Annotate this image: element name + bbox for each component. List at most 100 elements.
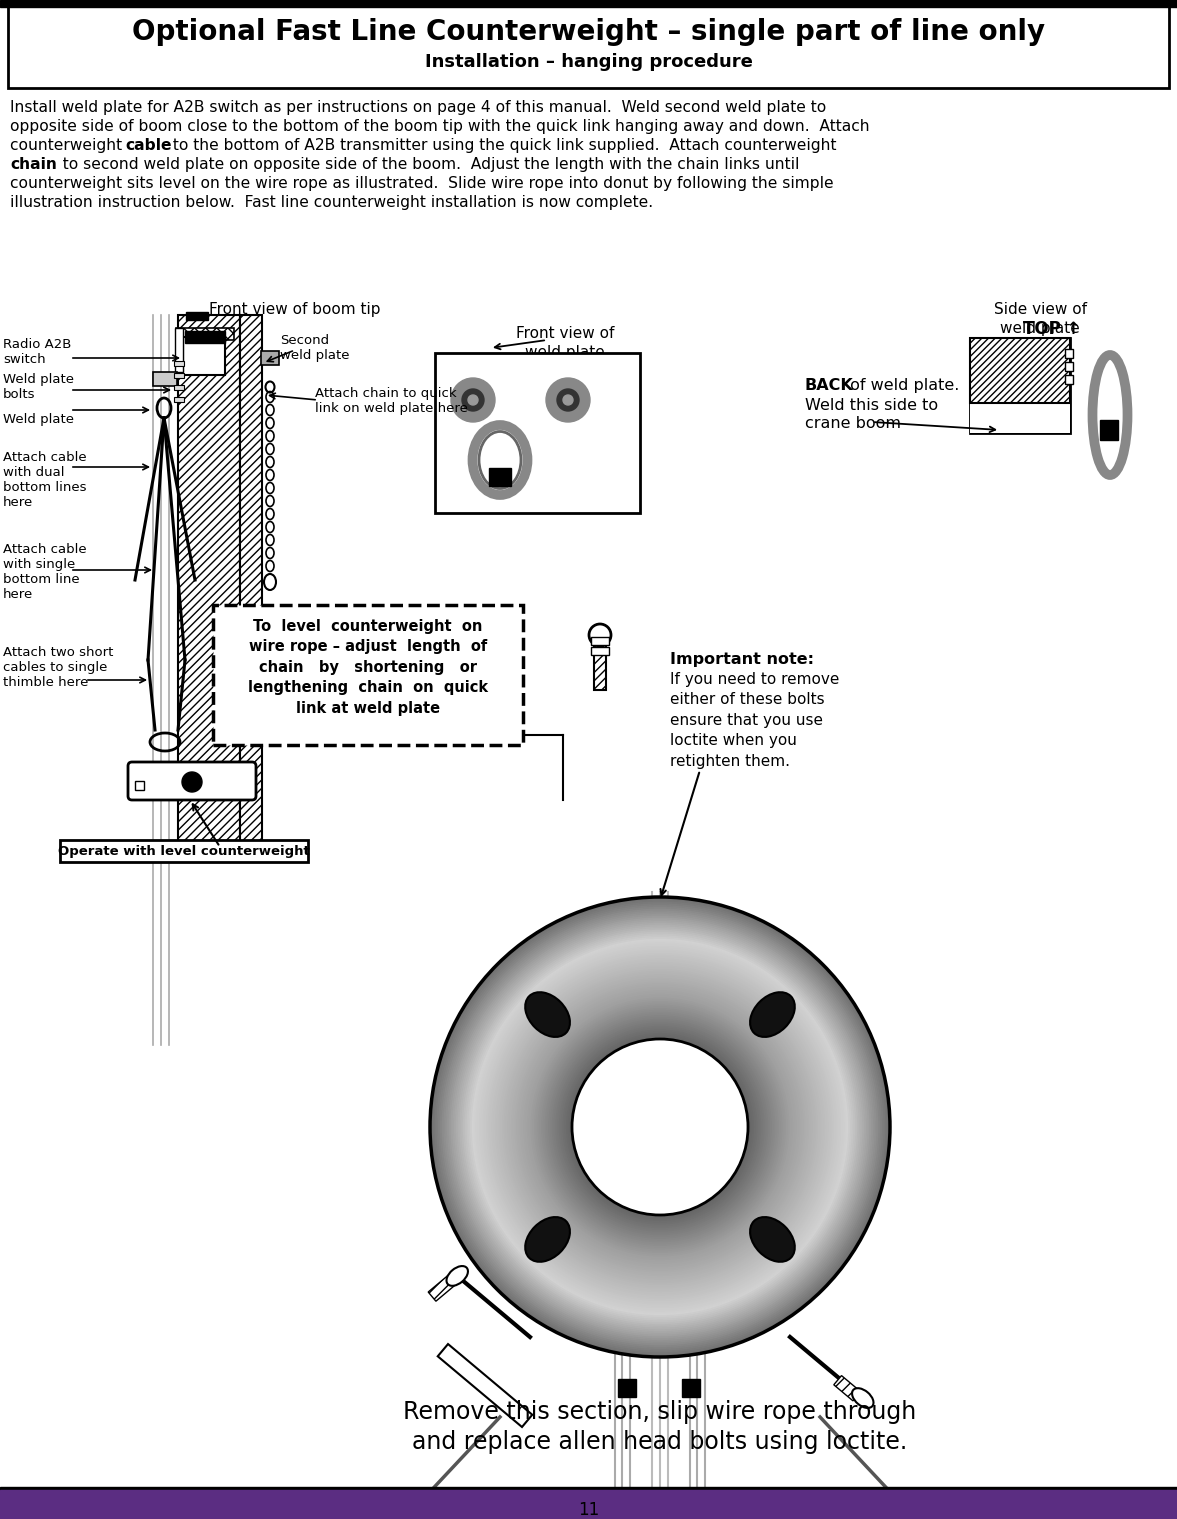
Bar [153, 372, 177, 386]
Text: Side view of
weld plate: Side view of weld plate [993, 302, 1086, 336]
Text: 11: 11 [578, 1501, 599, 1519]
Circle shape [454, 922, 865, 1332]
Text: counterweight sits level on the wire rope as illustrated.  Slide wire rope into : counterweight sits level on the wire rop… [9, 176, 833, 191]
Circle shape [464, 931, 857, 1323]
Circle shape [457, 924, 864, 1331]
FancyBboxPatch shape [128, 763, 257, 801]
Circle shape [545, 1012, 774, 1241]
Circle shape [563, 1030, 757, 1224]
Text: Optional Fast Line Counterweight – single part of line only: Optional Fast Line Counterweight – singl… [132, 18, 1045, 46]
Text: Attach two short
cables to single
thimble here: Attach two short cables to single thimbl… [4, 647, 113, 690]
Bar [970, 403, 1070, 433]
Circle shape [546, 378, 590, 422]
Text: and replace allen head bolts using loctite.: and replace allen head bolts using locti… [412, 1429, 907, 1454]
Ellipse shape [750, 992, 794, 1037]
Circle shape [538, 1006, 782, 1249]
Circle shape [537, 1004, 784, 1250]
Text: illustration instruction below.  Fast line counterweight installation is now com: illustration instruction below. Fast lin… [9, 194, 653, 210]
Bar [833, 1376, 860, 1401]
Circle shape [516, 983, 805, 1271]
Bar [1065, 362, 1073, 371]
Text: Second
weld plate: Second weld plate [280, 334, 350, 362]
Text: Weld plate: Weld plate [4, 413, 74, 427]
Bar [681, 1379, 700, 1397]
Circle shape [451, 378, 496, 422]
Bar [135, 781, 144, 790]
Circle shape [443, 910, 878, 1344]
Circle shape [572, 1039, 749, 1215]
Text: opposite side of boom close to the bottom of the boom tip with the quick link ha: opposite side of boom close to the botto… [9, 118, 870, 134]
Circle shape [433, 901, 886, 1353]
Text: Install weld plate for A2B switch as per instructions on page 4 of this manual. : Install weld plate for A2B switch as per… [9, 100, 826, 115]
Circle shape [503, 969, 817, 1284]
Circle shape [519, 986, 802, 1268]
Circle shape [499, 966, 820, 1288]
Circle shape [467, 934, 852, 1320]
Text: TOP ↑: TOP ↑ [1023, 321, 1080, 339]
Bar [178, 314, 240, 845]
Text: Operate with level counterweight: Operate with level counterweight [58, 845, 310, 858]
Bar [182, 337, 225, 375]
Bar [0, 0, 1177, 8]
Circle shape [506, 974, 813, 1281]
Circle shape [494, 962, 826, 1293]
Circle shape [551, 1018, 770, 1236]
Circle shape [559, 1027, 760, 1227]
Ellipse shape [852, 1388, 873, 1408]
Ellipse shape [525, 992, 570, 1037]
Bar [0, 1490, 1177, 1519]
Bar [970, 339, 1070, 403]
Text: Attach cable
with dual
bottom lines
here: Attach cable with dual bottom lines here [4, 451, 87, 509]
Text: of weld plate.: of weld plate. [845, 378, 959, 393]
Bar [591, 647, 609, 655]
Text: Weld plate
bolts: Weld plate bolts [4, 374, 74, 401]
Bar [175, 328, 182, 372]
Circle shape [510, 977, 810, 1277]
Circle shape [491, 957, 830, 1297]
Circle shape [460, 927, 860, 1326]
Circle shape [570, 1037, 750, 1217]
Circle shape [444, 911, 876, 1343]
Bar [970, 339, 1070, 433]
Circle shape [557, 389, 579, 412]
Circle shape [485, 952, 834, 1302]
Circle shape [563, 395, 573, 406]
Bar [1100, 419, 1118, 441]
Bar [8, 6, 1169, 88]
Circle shape [478, 945, 842, 1309]
Bar [213, 605, 523, 744]
Bar [240, 314, 262, 845]
Text: counterweight: counterweight [9, 138, 127, 153]
Circle shape [439, 905, 882, 1349]
Circle shape [450, 916, 871, 1337]
Ellipse shape [885, 1504, 905, 1519]
Circle shape [496, 963, 824, 1291]
Circle shape [568, 1036, 752, 1218]
Circle shape [471, 937, 849, 1315]
Text: Attach chain to quick
link on weld plate here: Attach chain to quick link on weld plate… [315, 387, 468, 415]
Circle shape [561, 1028, 759, 1226]
Bar [428, 1276, 455, 1302]
Text: BACK: BACK [805, 378, 853, 393]
Text: Front view of boom tip: Front view of boom tip [210, 302, 380, 317]
Bar [177, 328, 234, 340]
Circle shape [447, 914, 872, 1340]
Circle shape [435, 902, 885, 1352]
Bar [591, 636, 609, 646]
Circle shape [588, 624, 611, 646]
Bar [261, 351, 279, 365]
Circle shape [554, 1021, 766, 1233]
Circle shape [498, 965, 823, 1290]
Bar [174, 396, 184, 403]
Bar [488, 468, 511, 486]
Bar [185, 331, 225, 343]
Bar [60, 840, 308, 861]
Circle shape [451, 919, 869, 1335]
Text: Remove this section, slip wire rope through: Remove this section, slip wire rope thro… [404, 1401, 917, 1423]
Ellipse shape [415, 1504, 434, 1519]
Text: crane boom: crane boom [805, 416, 902, 431]
Circle shape [470, 936, 851, 1318]
Circle shape [474, 942, 845, 1312]
Circle shape [524, 990, 796, 1262]
Circle shape [492, 958, 827, 1294]
